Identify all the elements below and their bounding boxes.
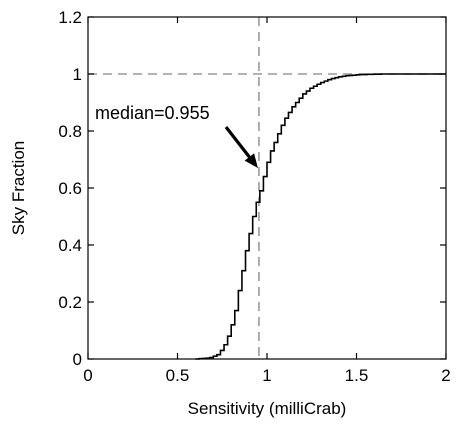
axis-ticks: 0 0.5 1 1.5 2 0 0.2 0.4 0.6 0.8 1 1.2: [58, 8, 450, 385]
x-tick-label: 2: [441, 366, 450, 385]
plot-frame: [87, 16, 447, 360]
x-tick-label: 1.5: [345, 366, 369, 385]
reference-lines: [88, 17, 446, 359]
y-tick-label: 0.8: [58, 122, 82, 141]
y-tick-label: 0.2: [58, 293, 82, 312]
x-axis-title: Sensitivity (milliCrab): [188, 399, 347, 418]
y-tick-label: 0.4: [58, 236, 82, 255]
y-tick-label: 0: [73, 350, 82, 369]
annotation: median=0.955: [95, 103, 258, 169]
median-annotation-arrow: [224, 126, 251, 158]
y-axis-title: Sky Fraction: [9, 141, 28, 235]
y-tick-label: 0.6: [58, 179, 82, 198]
series-group: [195, 73, 446, 360]
x-tick-label: 0.5: [166, 366, 190, 385]
x-tick-label: 1: [262, 366, 271, 385]
x-tick-label: 0: [83, 366, 92, 385]
y-tick-label: 1: [73, 65, 82, 84]
median-annotation-label: median=0.955: [95, 103, 210, 123]
cumulative-series-line: [195, 73, 446, 360]
y-tick-label: 1.2: [58, 8, 82, 27]
median-annotation-arrowhead: [244, 153, 258, 169]
